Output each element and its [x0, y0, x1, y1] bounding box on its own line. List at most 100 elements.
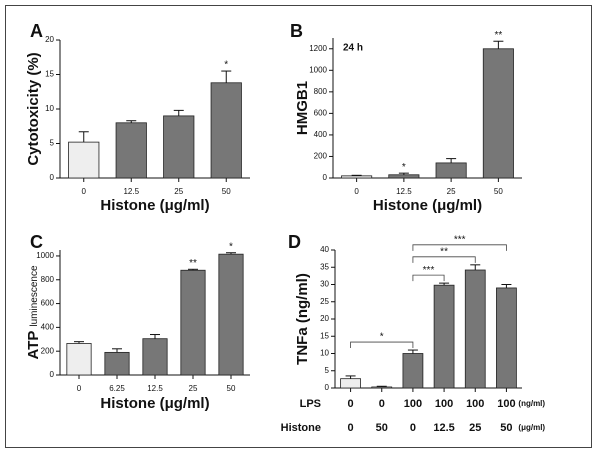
bar	[210, 82, 242, 179]
condition-value: 0	[348, 422, 354, 434]
error-bar	[376, 385, 387, 387]
y-tick-label: 1000	[36, 251, 54, 260]
error-bar	[398, 172, 409, 175]
error-bar	[74, 341, 84, 344]
comparison-label: *	[380, 332, 384, 343]
error-bar	[112, 348, 122, 353]
panel-letter: D	[288, 232, 301, 252]
error-bar	[345, 375, 356, 379]
comparison-label: ***	[454, 234, 466, 245]
x-tick-label: 25	[447, 187, 456, 196]
y-axis-label: ATP luminescence	[25, 265, 42, 359]
y-tick-label: 15	[320, 331, 329, 340]
error-bar	[470, 264, 481, 271]
y-tick-label: 20	[45, 35, 54, 44]
condition-value: 50	[376, 422, 388, 434]
y-axis-label-sub: luminescence	[29, 265, 40, 327]
error-bar	[173, 109, 184, 116]
y-axis-label-main: TNFa (ng/ml)	[294, 273, 311, 365]
y-tick-label: 20	[320, 314, 329, 323]
y-tick-label: 200	[314, 152, 328, 161]
significance: *	[402, 162, 406, 173]
condition-value: 100	[435, 398, 453, 410]
y-axis-label-main: HMGB1	[294, 81, 311, 135]
y-tick-label: 1000	[309, 65, 327, 74]
x-tick-label: 25	[189, 384, 198, 393]
condition-value: 100	[497, 398, 515, 410]
bar	[340, 378, 361, 389]
y-tick-label: 800	[314, 87, 328, 96]
x-tick-label: 25	[174, 187, 183, 196]
error-bar	[78, 131, 89, 143]
bar	[180, 269, 206, 376]
error-bar	[493, 40, 504, 49]
bar	[115, 122, 147, 179]
panel-letter: C	[30, 232, 43, 252]
condition-value: 0	[410, 422, 416, 434]
x-tick-label: 0	[77, 384, 82, 393]
x-tick-label: 12.5	[123, 187, 139, 196]
x-axis-label: Histone (μg/ml)	[373, 197, 482, 214]
y-tick-label: 400	[41, 322, 55, 331]
bar	[341, 175, 373, 179]
bar	[371, 386, 393, 389]
y-tick-label: 0	[50, 173, 55, 182]
bar	[68, 141, 100, 179]
comparison-bracket	[350, 341, 414, 349]
error-bar	[351, 174, 362, 176]
bar	[142, 338, 168, 376]
y-tick-label: 10	[320, 349, 329, 358]
y-tick-label: 25	[320, 297, 329, 306]
x-tick-label: 0	[82, 187, 87, 196]
y-tick-label: 5	[325, 366, 330, 375]
error-bar	[501, 284, 512, 288]
y-tick-label: 35	[320, 262, 329, 271]
panel-letter: B	[290, 21, 303, 41]
error-bar	[407, 349, 418, 354]
comparison-bracket	[412, 274, 445, 282]
x-tick-label: 0	[354, 187, 359, 196]
bar	[482, 48, 514, 179]
bar	[433, 284, 455, 389]
x-axis-label: Histone (μg/ml)	[100, 395, 209, 412]
y-tick-label: 400	[314, 130, 328, 139]
y-axis-label: HMGB1	[294, 81, 311, 135]
error-bar	[126, 120, 137, 123]
y-tick-label: 1200	[309, 44, 327, 53]
condition-value: 0	[379, 398, 385, 410]
condition-unit: (μg/ml)	[518, 423, 545, 432]
condition-name: LPS	[300, 398, 321, 410]
y-tick-label: 0	[323, 173, 328, 182]
condition-unit: (ng/ml)	[518, 399, 545, 408]
condition-value: 100	[466, 398, 484, 410]
comparison-bracket	[412, 244, 507, 251]
frame	[5, 5, 592, 448]
annotation: 24 h	[343, 43, 363, 54]
significance: **	[189, 258, 197, 269]
condition-value: 12.5	[433, 422, 454, 434]
y-axis-label: TNFa (ng/ml)	[294, 273, 311, 365]
bar	[496, 287, 517, 389]
y-tick-label: 0	[50, 370, 55, 379]
bar	[218, 253, 244, 376]
y-tick-label: 30	[320, 280, 329, 289]
x-tick-label: 12.5	[396, 187, 412, 196]
bar	[104, 351, 130, 376]
condition-value: 25	[469, 422, 481, 434]
comparison-bracket	[412, 256, 476, 263]
comparison-label: **	[440, 246, 448, 257]
significance: *	[229, 241, 233, 252]
bar	[402, 353, 424, 389]
significance: *	[224, 60, 228, 71]
error-bar	[150, 334, 160, 339]
bar	[163, 115, 195, 179]
error-bar	[439, 282, 450, 286]
x-axis-label: Histone (μg/ml)	[100, 197, 209, 214]
y-tick-label: 15	[45, 70, 54, 79]
y-tick-label: 0	[325, 383, 330, 392]
comparison-label: ***	[423, 265, 435, 276]
y-tick-label: 5	[50, 139, 55, 148]
y-tick-label: 600	[41, 299, 55, 308]
y-axis-label: Cytotoxicity (%)	[25, 52, 42, 165]
